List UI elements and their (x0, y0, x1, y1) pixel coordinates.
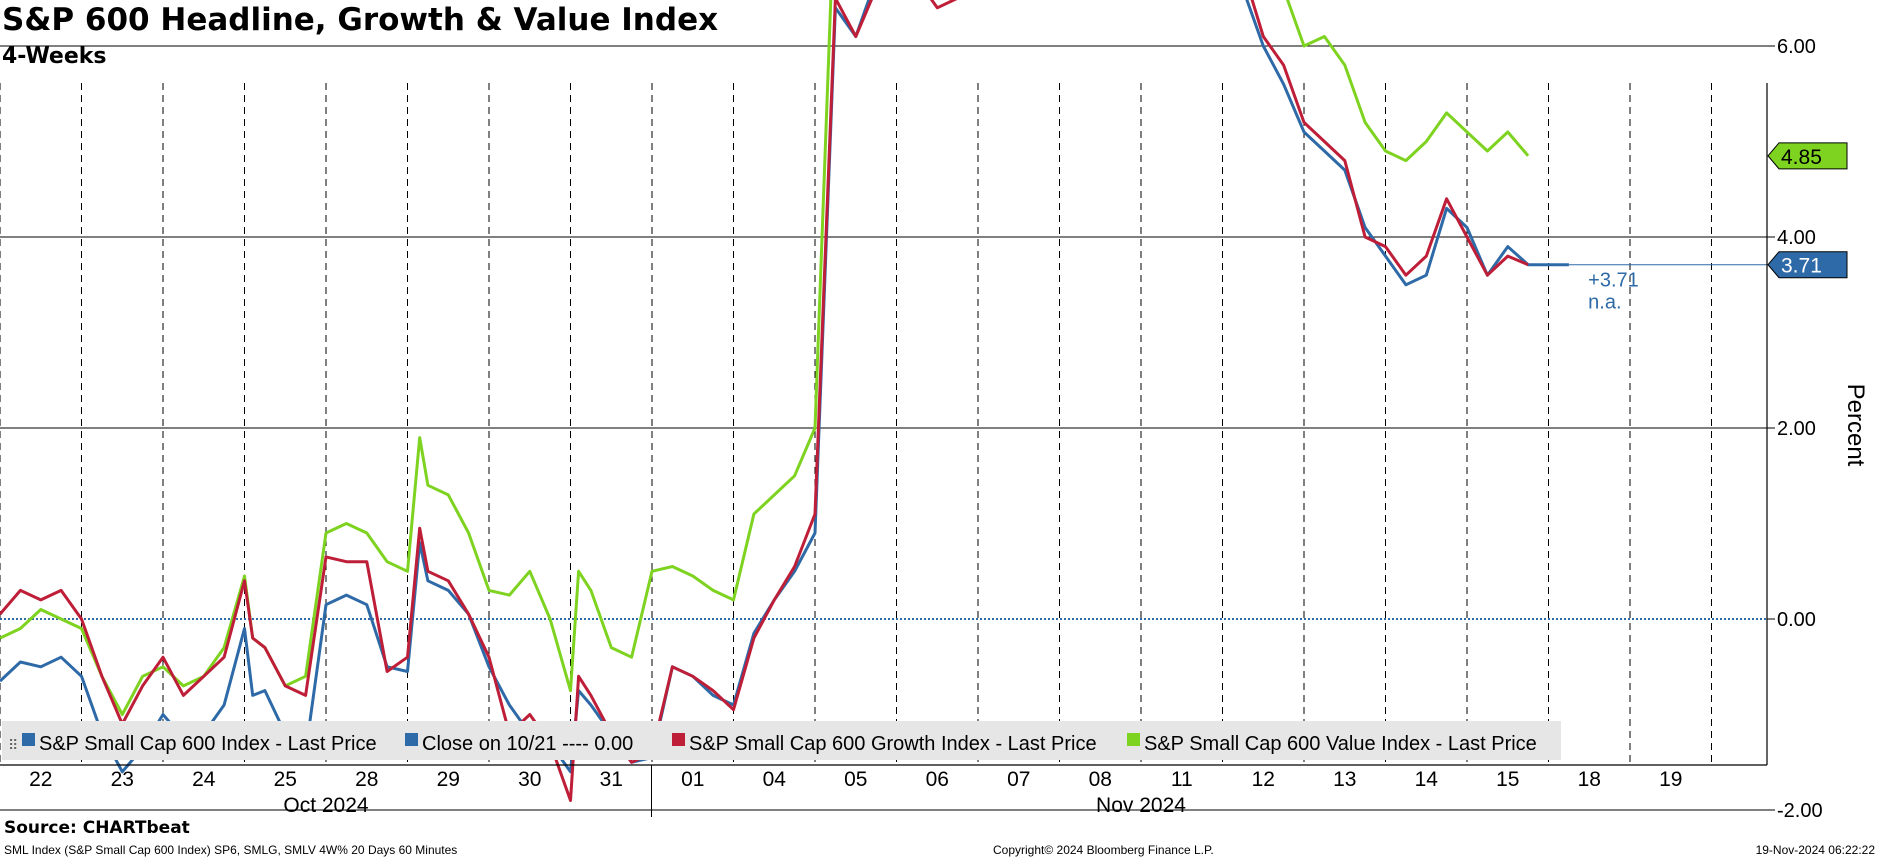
legend-item: Close on 10/21 ---- 0.00 (405, 733, 633, 755)
month-label: Nov 2024 (1096, 794, 1186, 817)
growth-index-line (0, 0, 1529, 802)
footer-description: SML Index (S&P Small Cap 600 Index) SP6,… (4, 843, 458, 857)
x-tick-label: 07 (1007, 768, 1030, 791)
x-tick-label: 14 (1415, 768, 1439, 791)
series-layer (0, 0, 1767, 802)
annotation-text: n.a. (1588, 292, 1621, 314)
x-tick-label: 23 (111, 768, 134, 791)
x-tick-label: 05 (844, 768, 867, 791)
headline-index-line (0, 0, 1569, 774)
annotation-text: +3.71 (1588, 270, 1639, 292)
x-tick-label: 31 (600, 768, 623, 791)
legend-swatch (1127, 733, 1140, 746)
x-tick-label: 29 (437, 768, 460, 791)
month-label: Oct 2024 (283, 794, 369, 817)
last-value-box (1767, 251, 1848, 279)
x-tick-label: 19 (1659, 768, 1682, 791)
x-tick-label: 24 (192, 768, 216, 791)
x-tick-label: 22 (29, 768, 52, 791)
footer-timestamp: 19-Nov-2024 06:22:22 (1755, 843, 1875, 857)
last-value-text: 4.85 (1781, 146, 1822, 169)
x-tick-label: 11 (1171, 768, 1193, 791)
footer-copyright: Copyright© 2024 Bloomberg Finance L.P. (993, 843, 1214, 857)
x-tick-label: 30 (518, 768, 541, 791)
legend-label: S&P Small Cap 600 Growth Index - Last Pr… (689, 733, 1097, 755)
legend-swatch (22, 733, 35, 746)
value-labels: +3.71n.a. 4.85 3.71 (1588, 142, 1848, 314)
y-axis-label: Percent (1842, 384, 1869, 467)
y-tick-label: 0.00 (1777, 609, 1816, 631)
y-tick-label: -2.00 (1777, 800, 1823, 820)
legend-handle-icon: ⠿ (8, 737, 18, 753)
grid-layer (0, 45, 1767, 811)
y-tick-label: 2.00 (1777, 418, 1816, 440)
last-value-text: 3.71 (1781, 255, 1822, 278)
x-tick-label: 13 (1333, 768, 1356, 791)
x-tick-label: 18 (1578, 768, 1601, 791)
last-value-label: 4.85 (1767, 142, 1848, 170)
x-tick-label: 04 (763, 768, 787, 791)
legend-item: S&P Small Cap 600 Index - Last Price (22, 733, 377, 755)
y-tick-label: 4.00 (1777, 227, 1816, 249)
axis-layer: -2.000.002.004.006.008.0010.00Percent222… (0, 36, 1869, 820)
x-tick-label: 25 (274, 768, 297, 791)
legend-swatch (405, 733, 418, 746)
legend-background (2, 721, 1561, 760)
source-note: Source: CHARTbeat (4, 818, 190, 838)
chart-subtitle: 4-Weeks (2, 44, 107, 69)
legend-label: S&P Small Cap 600 Index - Last Price (39, 733, 377, 755)
last-value-label: 3.71 (1767, 251, 1848, 279)
chart-title: S&P 600 Headline, Growth & Value Index (2, 2, 719, 38)
last-value-box (1767, 142, 1848, 170)
legend-label: Close on 10/21 ---- 0.00 (422, 733, 633, 755)
x-tick-label: 28 (355, 768, 378, 791)
legend: ⠿ S&P Small Cap 600 Index - Last Price Clo… (2, 721, 1561, 760)
y-tick-label: 6.00 (1777, 36, 1816, 58)
x-tick-label: 06 (926, 768, 949, 791)
x-tick-label: 12 (1252, 768, 1275, 791)
legend-item: S&P Small Cap 600 Value Index - Last Pri… (1127, 733, 1537, 755)
x-tick-label: 08 (1089, 768, 1112, 791)
legend-item: S&P Small Cap 600 Growth Index - Last Pr… (672, 733, 1097, 755)
x-tick-label: 15 (1496, 768, 1519, 791)
chart-svg: -2.000.002.004.006.008.0010.00Percent222… (0, 0, 1869, 820)
x-tick-label: 01 (681, 768, 704, 791)
legend-swatch (672, 733, 685, 746)
legend-label: S&P Small Cap 600 Value Index - Last Pri… (1144, 733, 1537, 755)
